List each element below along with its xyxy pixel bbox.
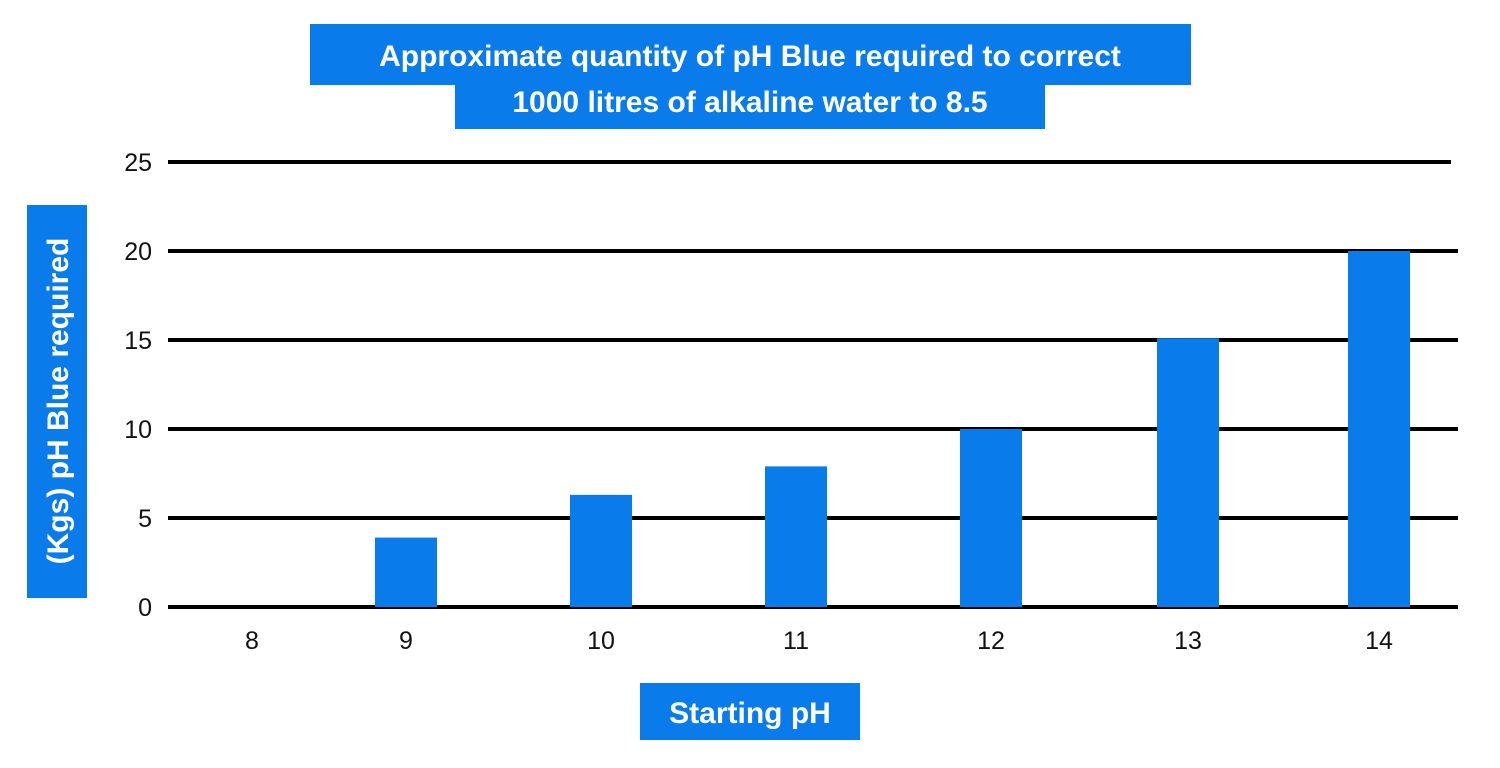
chart-title-line-2: 1000 litres of alkaline water to 8.5 [512,86,987,119]
bar-13 [1157,338,1219,607]
bar-12 [960,429,1022,607]
chart-title-background-line-1 [310,24,1191,85]
bar-10 [570,494,632,607]
y-tick-label: 20 [124,238,152,266]
y-axis-ticks: 0 5 10 15 20 25 [124,149,152,622]
chart-title-background-line-2 [455,84,1045,129]
bar-14 [1348,251,1410,607]
y-tick-label: 0 [138,594,152,622]
x-tick-label: 12 [977,627,1005,655]
y-tick-label: 10 [124,416,152,444]
chart-title: Approximate quantity of pH Blue required… [310,24,1191,129]
chart-title-line-1: Approximate quantity of pH Blue required… [379,40,1121,73]
bar-11 [765,466,827,607]
x-tick-label: 9 [399,627,413,655]
x-tick-label: 8 [245,627,259,655]
bars [375,251,1410,607]
y-axis-label-background [27,205,87,598]
x-tick-label: 10 [587,627,615,655]
x-axis-label-text: Starting pH [669,697,831,730]
x-tick-label: 14 [1365,627,1393,655]
x-axis-label: Starting pH [640,683,860,740]
x-axis-ticks: 8 9 10 11 12 13 14 [245,627,1393,655]
y-tick-label: 15 [124,327,152,355]
x-tick-label: 11 [783,627,809,655]
y-tick-label: 5 [138,505,152,533]
y-axis-label: (Kgs) pH Blue required [27,205,87,598]
y-tick-label: 25 [124,149,152,177]
bar-9 [375,537,437,607]
x-tick-label: 13 [1174,627,1202,655]
y-axis-label-text: (Kgs) pH Blue required [42,238,75,565]
x-axis-label-background [640,683,860,740]
